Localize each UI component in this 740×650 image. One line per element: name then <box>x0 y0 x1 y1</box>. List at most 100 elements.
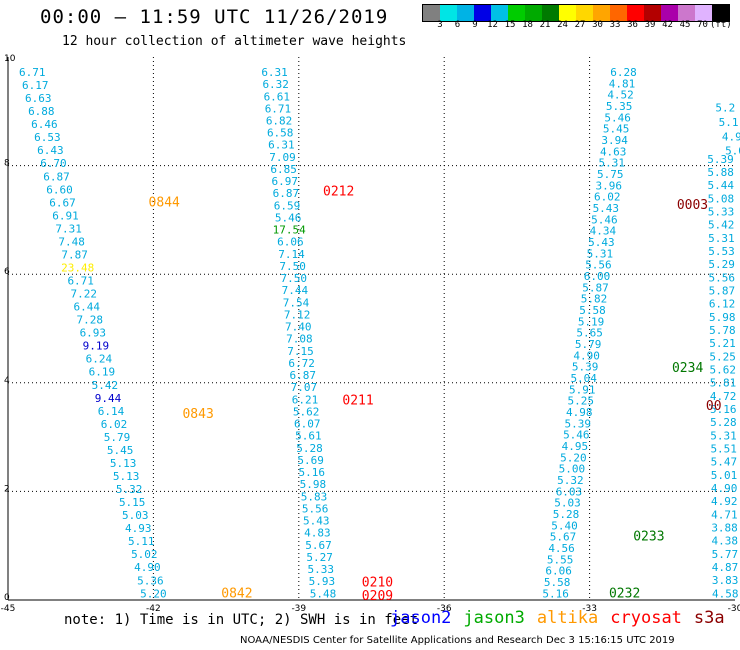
scale-label: 36 <box>627 20 638 30</box>
swh-value: 7.48 <box>58 235 85 248</box>
swh-value: 7.07 <box>291 381 318 394</box>
scale-swatch <box>576 5 593 21</box>
legend-altika: altika <box>536 608 599 628</box>
scale-swatch <box>593 5 610 21</box>
scale-label: 27 <box>574 20 586 30</box>
swh-value: 7.40 <box>285 321 312 334</box>
scale-label: 45 <box>679 20 691 30</box>
swh-value: 5.31 <box>708 232 735 245</box>
scale-swatch <box>695 5 712 21</box>
swh-value: 4.93 <box>125 522 152 535</box>
swh-value: 7.09 <box>269 151 296 164</box>
swh-value: 5.33 <box>308 563 335 576</box>
legend-jason3: jason3 <box>463 608 525 628</box>
swh-value: 5.91 <box>569 383 596 396</box>
pass-time-label: 0210 <box>362 575 393 590</box>
scale-label: 12 <box>487 20 498 30</box>
color-scale-bar <box>422 4 730 22</box>
swh-value: 5.31 <box>587 247 614 260</box>
swh-value: 5.46 <box>563 429 590 442</box>
swh-value: 6.93 <box>80 327 107 340</box>
swh-value: 7.50 <box>279 260 306 273</box>
footnote: note: 1) Time is in UTC; 2) SWH is in fe… <box>64 612 419 628</box>
y-tick-label: 8 <box>4 159 10 169</box>
swh-value: 6.07 <box>294 418 321 431</box>
swh-value: 6.58 <box>267 127 294 140</box>
swh-value: 6.06 <box>277 236 304 249</box>
swh-value: 5.29 <box>708 258 735 271</box>
swh-value: 5.53 <box>708 245 735 258</box>
swh-value: 5.16 <box>710 403 737 416</box>
swh-value: 5.75 <box>597 168 624 181</box>
swh-value: 7.08 <box>286 333 313 346</box>
swh-value: 7.22 <box>70 288 97 301</box>
swh-value: 7.87 <box>61 248 88 261</box>
swh-value: 6.02 <box>594 191 621 204</box>
swh-value: 6.00 <box>584 270 611 283</box>
swh-value: 6.53 <box>34 131 61 144</box>
pass-time-label: 0209 <box>362 589 393 604</box>
swh-value: 6.71 <box>265 102 292 115</box>
swh-value: 5.2 <box>715 101 735 114</box>
pass-time-label: 0234 <box>672 361 703 376</box>
swh-value: 5.46 <box>591 213 618 226</box>
swh-value: 5.98 <box>300 478 327 491</box>
swh-value: 5.43 <box>593 202 620 215</box>
swh-value: 5.98 <box>709 311 736 324</box>
swh-value: 5.45 <box>603 123 630 136</box>
swh-value: 5.0 <box>725 145 740 158</box>
swh-value: 6.17 <box>22 79 49 92</box>
swh-value: 5.35 <box>606 100 633 113</box>
pass-time-label: 0003 <box>677 198 708 213</box>
swh-value: 5.61 <box>295 430 322 443</box>
swh-value: 5.47 <box>711 456 738 469</box>
scale-label: 24 <box>557 20 568 30</box>
swh-value: 5.13 <box>113 470 140 483</box>
pass-time-label: 0233 <box>633 529 664 544</box>
swh-value: 5.28 <box>710 416 737 429</box>
pass-time-label: 0844 <box>149 195 180 210</box>
swh-value: 5.51 <box>710 442 737 455</box>
scale-label: 42 <box>662 20 673 30</box>
swh-value: 4.95 <box>562 440 589 453</box>
swh-value: 5.87 <box>582 281 609 294</box>
scale-label: 39 <box>644 20 656 30</box>
swh-value: 6.71 <box>67 275 94 288</box>
scale-swatch <box>542 5 559 21</box>
swh-value: 5.48 <box>310 587 337 600</box>
x-tick-label: -36 <box>437 604 452 614</box>
swh-value: 6.46 <box>31 118 58 131</box>
swh-value: 6.32 <box>262 78 289 91</box>
swh-value: 5.56 <box>709 271 736 284</box>
swh-value: 6.85 <box>270 163 297 176</box>
scale-swatch <box>508 5 525 21</box>
swh-value: 5.20 <box>560 451 587 464</box>
swh-value: 5.39 <box>565 417 592 430</box>
swh-value: 5.79 <box>104 431 131 444</box>
swh-value: 4.98 <box>566 406 593 419</box>
swh-value: 5.56 <box>585 259 612 272</box>
scale-label: 3 <box>437 20 443 30</box>
swh-value: 5.83 <box>301 490 328 503</box>
swh-value: 5.46 <box>275 211 302 224</box>
swh-value: 3.88 <box>711 521 738 534</box>
swh-value: 4.56 <box>548 542 575 555</box>
swh-value: 4.90 <box>711 482 738 495</box>
swh-value: 4.34 <box>590 225 617 238</box>
swh-value: 6.91 <box>52 209 79 222</box>
scale-swatch <box>627 5 644 21</box>
swh-value: 5.45 <box>107 444 134 457</box>
swh-value: 5.77 <box>712 548 739 561</box>
y-tick-label: 4 <box>4 376 10 386</box>
scale-swatch <box>440 5 457 21</box>
swh-value: 7.54 <box>283 296 310 309</box>
swh-value: 5.08 <box>708 192 735 205</box>
swh-value: 4.83 <box>304 527 331 540</box>
swh-value: 6.61 <box>264 90 291 103</box>
swh-value: 5.31 <box>598 157 625 170</box>
swh-value: 3.94 <box>601 134 628 147</box>
swh-value: 3.83 <box>712 574 739 587</box>
swh-value: 5.15 <box>119 496 146 509</box>
swh-value: 5.11 <box>128 535 155 548</box>
swh-value: 3.96 <box>596 179 623 192</box>
